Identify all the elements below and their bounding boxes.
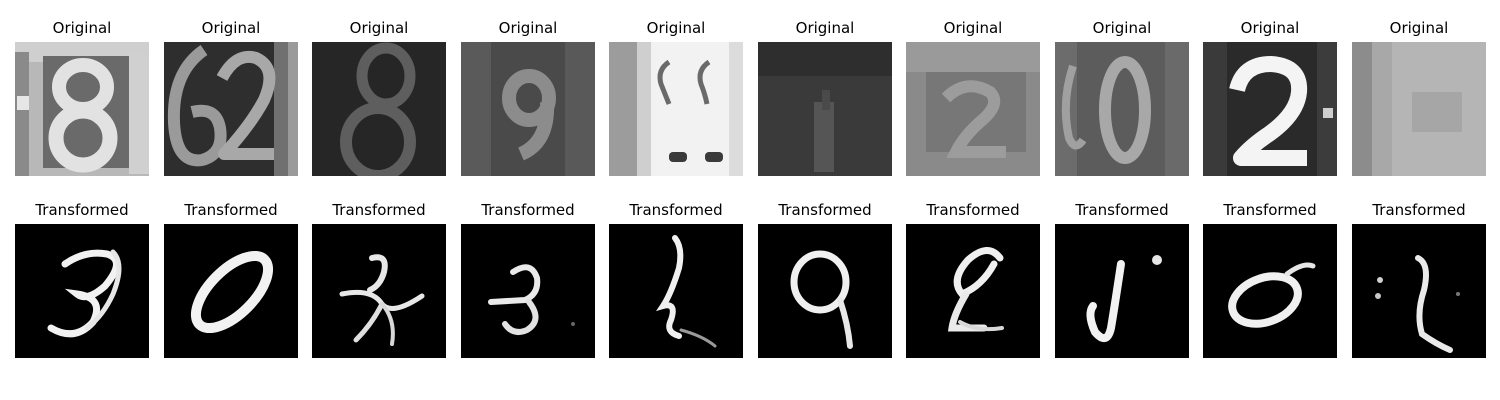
original-row: Original Original xyxy=(0,18,1500,178)
panel-title: Original xyxy=(201,19,261,37)
original-image xyxy=(758,42,892,176)
original-cell: Original xyxy=(312,18,446,178)
panel-title: Transformed xyxy=(1075,201,1169,219)
panel-title: Transformed xyxy=(481,201,575,219)
original-image xyxy=(1352,42,1486,176)
transformed-cell: Transformed xyxy=(164,200,298,360)
original-cell: Original xyxy=(758,18,892,178)
transformed-cell: Transformed xyxy=(1055,200,1189,360)
panel-title: Original xyxy=(498,19,558,37)
panel-title: Original xyxy=(795,19,855,37)
original-cell: Original xyxy=(609,18,743,178)
original-image xyxy=(15,42,149,176)
transformed-cell: Transformed xyxy=(15,200,149,360)
original-cell: Original xyxy=(1203,18,1337,178)
panel-title: Original xyxy=(1240,19,1300,37)
panel-title: Transformed xyxy=(332,201,426,219)
original-image xyxy=(164,42,298,176)
panel-title: Original xyxy=(52,19,112,37)
transformed-image xyxy=(312,224,446,358)
transformed-cell: Transformed xyxy=(1352,200,1486,360)
transformed-image xyxy=(164,224,298,358)
transformed-cell: Transformed xyxy=(461,200,595,360)
original-image xyxy=(461,42,595,176)
panel-title: Original xyxy=(646,19,706,37)
panel-title: Transformed xyxy=(926,201,1020,219)
panel-title: Transformed xyxy=(629,201,723,219)
transformed-cell: Transformed xyxy=(1203,200,1337,360)
transformed-image xyxy=(1055,224,1189,358)
original-image xyxy=(1055,42,1189,176)
transformed-image xyxy=(1203,224,1337,358)
original-cell: Original xyxy=(906,18,1040,178)
transformed-image xyxy=(758,224,892,358)
panel-title: Transformed xyxy=(1223,201,1317,219)
transformed-cell: Transformed xyxy=(906,200,1040,360)
transformed-row: Transformed Transformed Transformed xyxy=(0,200,1500,360)
transformed-cell: Transformed xyxy=(312,200,446,360)
original-image xyxy=(1203,42,1337,176)
transformed-image xyxy=(609,224,743,358)
panel-title: Transformed xyxy=(35,201,129,219)
transformed-image xyxy=(15,224,149,358)
original-image xyxy=(906,42,1040,176)
original-cell: Original xyxy=(164,18,298,178)
original-cell: Original xyxy=(15,18,149,178)
panel-title: Original xyxy=(349,19,409,37)
transformed-cell: Transformed xyxy=(758,200,892,360)
transformed-image xyxy=(461,224,595,358)
original-image xyxy=(609,42,743,176)
panel-title: Transformed xyxy=(184,201,278,219)
transformed-image xyxy=(906,224,1040,358)
original-image xyxy=(312,42,446,176)
transformed-cell: Transformed xyxy=(609,200,743,360)
original-cell: Original xyxy=(1055,18,1189,178)
panel-title: Original xyxy=(1092,19,1152,37)
original-cell: Original xyxy=(461,18,595,178)
transformed-image xyxy=(1352,224,1486,358)
panel-title: Original xyxy=(1389,19,1449,37)
original-cell: Original xyxy=(1352,18,1486,178)
panel-title: Transformed xyxy=(1372,201,1466,219)
panel-title: Transformed xyxy=(778,201,872,219)
panel-title: Original xyxy=(943,19,1003,37)
